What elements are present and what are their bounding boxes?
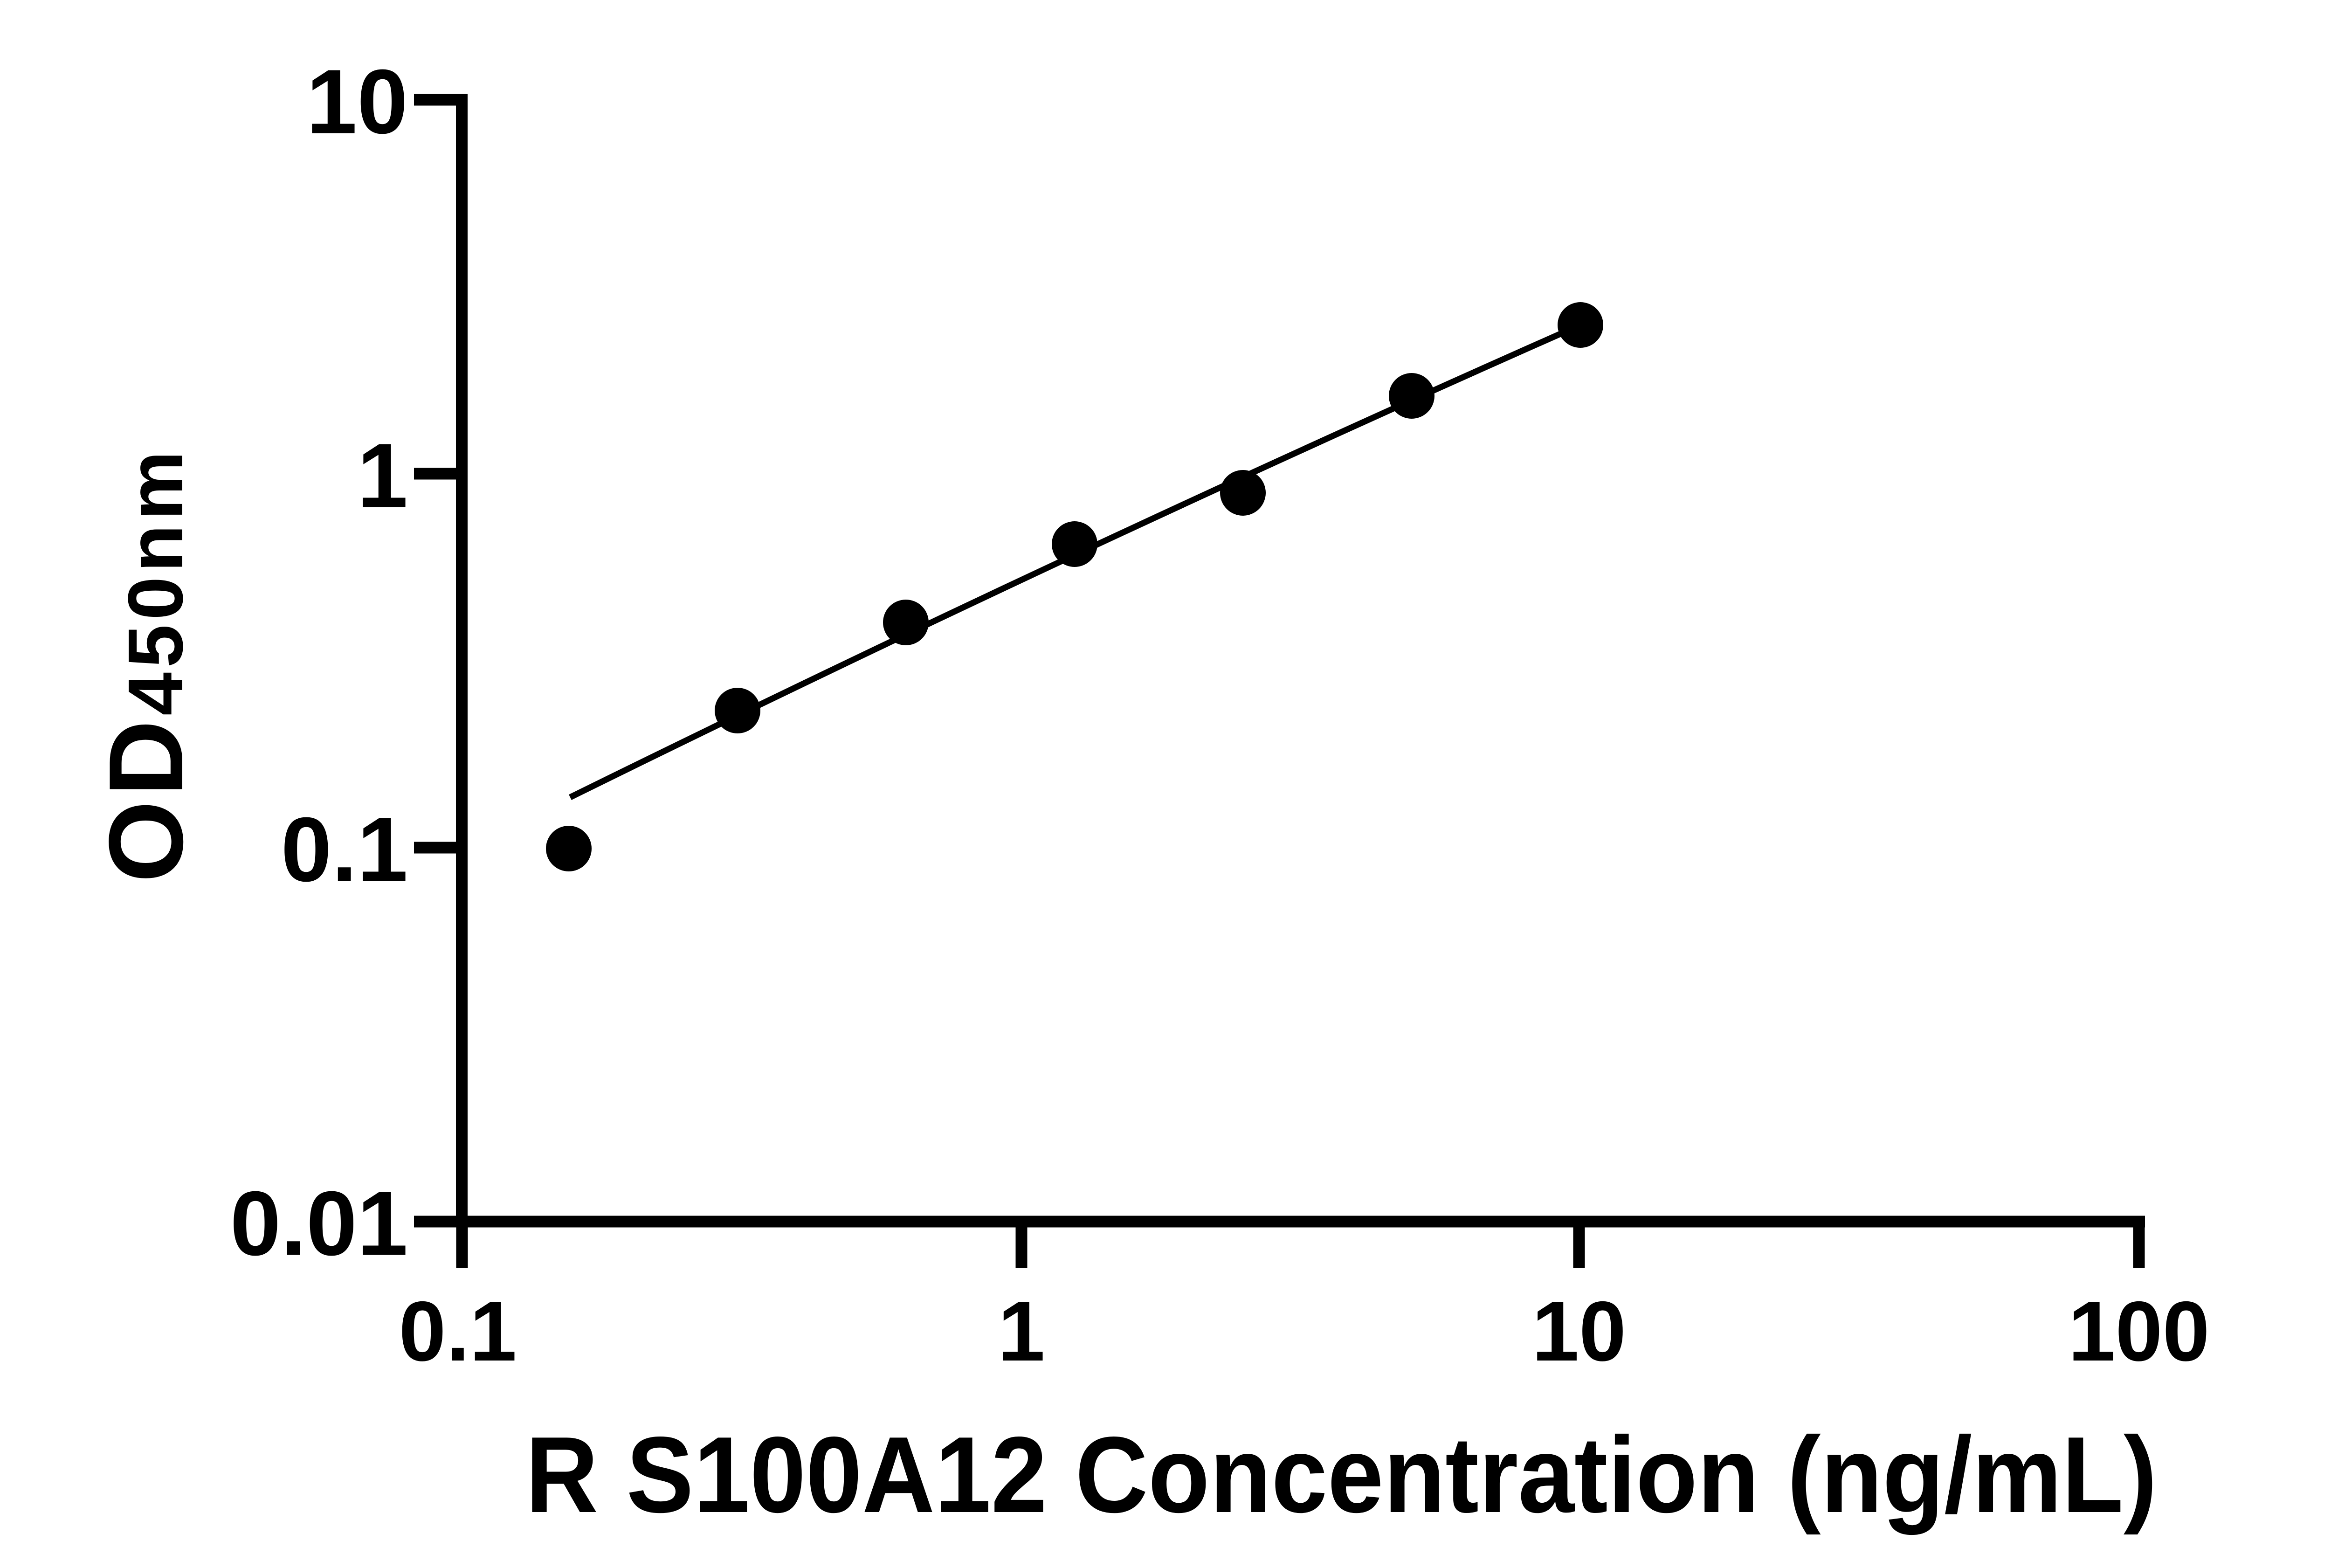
svg-text:0.1: 0.1 [281,799,408,901]
svg-text:1: 1 [998,1284,1045,1379]
svg-text:1: 1 [357,425,408,527]
svg-text:0.01: 0.01 [230,1173,408,1275]
svg-text:10: 10 [306,51,408,153]
svg-text:100: 100 [2068,1284,2210,1379]
svg-text:OD450nm: OD450nm [87,451,205,883]
svg-text:10: 10 [1532,1284,1626,1379]
svg-text:0.1: 0.1 [399,1284,517,1379]
svg-text:R S100A12 Concentration (ng/mL: R S100A12 Concentration (ng/mL) [525,1415,2157,1535]
